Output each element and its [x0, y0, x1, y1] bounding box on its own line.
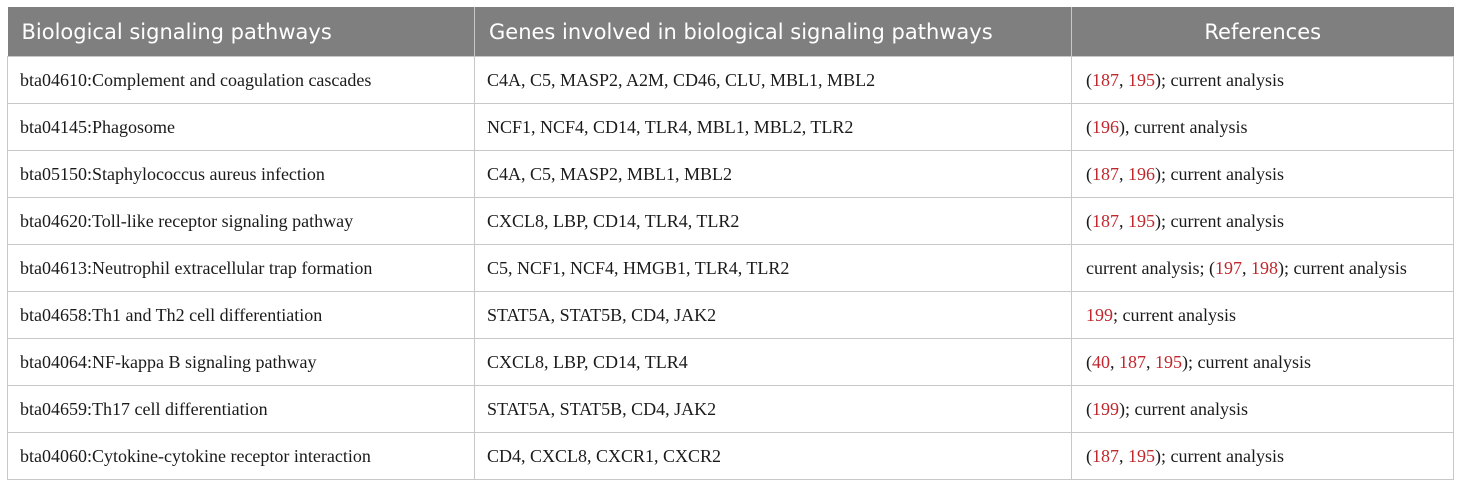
reference-text: , [1119, 163, 1128, 184]
reference-link[interactable]: 199 [1092, 398, 1119, 419]
reference-link[interactable]: 187 [1119, 351, 1146, 372]
reference-text: ( [1086, 351, 1092, 372]
references-cell: 199; current analysis [1071, 291, 1454, 339]
reference-text: ); current analysis [1155, 210, 1284, 231]
reference-text: , [1119, 69, 1128, 90]
reference-link[interactable]: 187 [1092, 445, 1119, 466]
reference-text: , [1146, 351, 1155, 372]
references-cell: current analysis; (197, 198); current an… [1071, 244, 1454, 292]
reference-link[interactable]: 198 [1250, 257, 1278, 278]
reference-link[interactable]: 195 [1155, 351, 1182, 372]
references-cell: (187, 195); current analysis [1071, 197, 1454, 245]
reference-link[interactable]: 199 [1086, 304, 1113, 325]
reference-text: ); current analysis [1155, 69, 1284, 90]
pathway-cell: bta04610:Complement and coagulation casc… [7, 56, 475, 104]
pathway-cell: bta04145:Phagosome [7, 103, 475, 151]
reference-link[interactable]: 40 [1092, 351, 1110, 372]
references-cell: (196), current analysis [1071, 103, 1454, 151]
reference-link[interactable]: 196 [1128, 163, 1155, 184]
genes-cell: C5, NCF1, NCF4, HMGB1, TLR4, TLR2 [474, 244, 1072, 292]
table-row: bta04064:NF-kappa B signaling pathway CXC… [7, 338, 1454, 386]
reference-link[interactable]: 195 [1128, 445, 1155, 466]
reference-text: ( [1086, 69, 1092, 90]
table-row: bta04613:Neutrophil extracellular trap f… [7, 244, 1454, 292]
header-row: Biological signaling pathways Genes invo… [7, 7, 1454, 57]
genes-cell: NCF1, NCF4, CD14, TLR4, MBL1, MBL2, TLR2 [474, 103, 1072, 151]
table-row: bta04659:Th17 cell differentiation STAT5A… [7, 385, 1454, 433]
reference-text: ( [1086, 210, 1092, 231]
reference-text: ); current analysis [1277, 257, 1407, 278]
genes-cell: CXCL8, LBP, CD14, TLR4, TLR2 [474, 197, 1072, 245]
references-cell: (199); current analysis [1071, 385, 1454, 433]
reference-text: ), current analysis [1119, 116, 1248, 137]
genes-cell: C4A, C5, MASP2, A2M, CD46, CLU, MBL1, MB… [474, 56, 1072, 104]
genes-cell: C4A, C5, MASP2, MBL1, MBL2 [474, 150, 1072, 198]
genes-cell: CD4, CXCL8, CXCR1, CXCR2 [474, 432, 1072, 480]
reference-text: ( [1086, 445, 1092, 466]
reference-text: ); current analysis [1119, 398, 1248, 419]
reference-text: ; current analysis [1113, 304, 1236, 325]
header-pathways: Biological signaling pathways [7, 7, 475, 57]
pathway-cell: bta04613:Neutrophil extracellular trap f… [7, 244, 475, 292]
reference-text: ( [1086, 398, 1092, 419]
table-row: bta05150:Staphylococcus aureus infection… [7, 150, 1454, 198]
pathways-table-container: Biological signaling pathways Genes invo… [7, 7, 1454, 480]
genes-cell: STAT5A, STAT5B, CD4, JAK2 [474, 385, 1072, 433]
pathway-cell: bta04064:NF-kappa B signaling pathway [7, 338, 475, 386]
reference-text: ); current analysis [1155, 163, 1284, 184]
table-row: bta04658:Th1 and Th2 cell differentiatio… [7, 291, 1454, 339]
genes-cell: STAT5A, STAT5B, CD4, JAK2 [474, 291, 1072, 339]
pathways-table: Biological signaling pathways Genes invo… [7, 7, 1454, 480]
header-genes: Genes involved in biological signaling p… [474, 7, 1072, 57]
references-cell: (187, 195); current analysis [1071, 432, 1454, 480]
reference-text: , [1119, 210, 1128, 231]
reference-text: current analysis; ( [1086, 257, 1215, 278]
reference-link[interactable]: 195 [1128, 210, 1155, 231]
reference-link[interactable]: 196 [1092, 116, 1119, 137]
table-header: Biological signaling pathways Genes invo… [7, 7, 1454, 57]
table-body: bta04610:Complement and coagulation casc… [7, 56, 1454, 480]
pathway-cell: bta04658:Th1 and Th2 cell differentiatio… [7, 291, 475, 339]
table-row: bta04620:Toll-like receptor signaling pa… [7, 197, 1454, 245]
table-row: bta04060:Cytokine-cytokine receptor inte… [7, 432, 1454, 480]
pathway-cell: bta05150:Staphylococcus aureus infection [7, 150, 475, 198]
table-row: bta04145:Phagosome NCF1, NCF4, CD14, TLR4… [7, 103, 1454, 151]
references-cell: (40, 187, 195); current analysis [1071, 338, 1454, 386]
reference-text: ); current analysis [1182, 351, 1311, 372]
header-references: References [1071, 7, 1454, 57]
references-cell: (187, 195); current analysis [1071, 56, 1454, 104]
genes-cell: CXCL8, LBP, CD14, TLR4 [474, 338, 1072, 386]
reference-text: ); current analysis [1155, 445, 1284, 466]
reference-text: , [1110, 351, 1119, 372]
table-row: bta04610:Complement and coagulation casc… [7, 56, 1454, 104]
reference-text: ( [1086, 163, 1092, 184]
reference-link[interactable]: 187 [1092, 210, 1119, 231]
reference-link[interactable]: 187 [1092, 69, 1119, 90]
reference-text: ( [1086, 116, 1092, 137]
references-cell: (187, 196); current analysis [1071, 150, 1454, 198]
pathway-cell: bta04620:Toll-like receptor signaling pa… [7, 197, 475, 245]
reference-text: , [1241, 257, 1251, 278]
pathway-cell: bta04060:Cytokine-cytokine receptor inte… [7, 432, 475, 480]
reference-text: , [1119, 445, 1128, 466]
reference-link[interactable]: 187 [1092, 163, 1119, 184]
pathway-cell: bta04659:Th17 cell differentiation [7, 385, 475, 433]
reference-link[interactable]: 197 [1214, 257, 1242, 278]
reference-link[interactable]: 195 [1128, 69, 1155, 90]
